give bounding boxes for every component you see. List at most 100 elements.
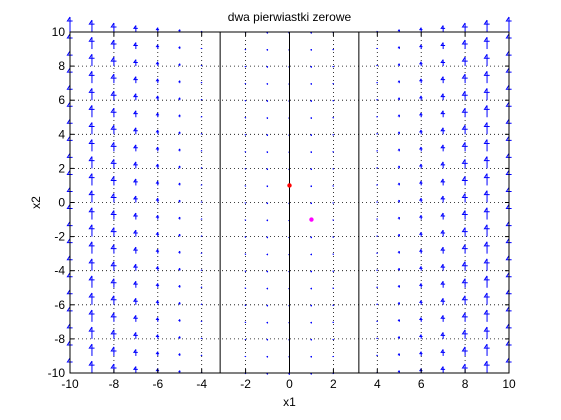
vector-arrow-head — [397, 148, 400, 151]
vector-arrow-head — [266, 117, 268, 120]
vector-arrow-head — [155, 214, 160, 218]
vector-arrow-head — [266, 66, 268, 68]
vector-arrow-head — [155, 146, 160, 150]
vector-arrow-head — [505, 289, 512, 295]
vector-arrow-head — [88, 53, 95, 59]
vector-arrow-head — [66, 67, 73, 73]
vector-arrow-head — [155, 44, 160, 48]
vector-arrow-head — [461, 125, 468, 130]
vector-arrow-head — [310, 339, 312, 341]
y-tick-label: -8 — [54, 332, 65, 346]
vector-arrow-head — [397, 353, 400, 356]
vector-arrow-head — [88, 326, 95, 332]
vector-arrow-head — [440, 212, 446, 217]
vector-arrow-head — [66, 272, 73, 278]
vector-arrow-head — [132, 25, 138, 29]
vector-arrow-head — [132, 93, 138, 98]
vector-arrow-head — [88, 360, 95, 366]
vector-arrow-head — [88, 88, 95, 93]
vector-arrow-head — [505, 101, 512, 107]
vector-arrow-head — [88, 224, 95, 230]
vector-arrow-head — [461, 363, 468, 369]
vector-arrow-head — [310, 185, 312, 188]
y-tick-label: -6 — [54, 298, 65, 312]
vector-arrow-head — [397, 63, 400, 66]
vector-arrow-head — [505, 67, 512, 73]
vector-arrow-head — [397, 199, 400, 202]
vector-arrow-head — [178, 267, 181, 270]
vector-arrow-head — [418, 78, 423, 82]
vector-arrow-head — [110, 261, 117, 267]
vector-arrow-head — [310, 100, 312, 102]
y-tick-label: 6 — [58, 93, 65, 107]
vector-arrow-head — [88, 190, 95, 196]
vector-arrow-head — [310, 373, 312, 375]
vector-arrow-head — [440, 280, 446, 285]
vector-arrow-head — [132, 246, 138, 251]
vector-arrow-head — [155, 266, 160, 269]
vector-arrow-head — [440, 349, 446, 353]
x-tick-label: -2 — [240, 377, 251, 391]
vector-arrow-head — [310, 202, 312, 205]
vector-arrow-head — [66, 101, 73, 107]
vector-arrow-head — [66, 306, 73, 312]
vector-arrow-head — [66, 289, 73, 295]
vector-arrow-head — [440, 195, 446, 200]
vector-arrow-head — [178, 284, 181, 287]
vector-arrow-head — [483, 309, 490, 315]
vector-arrow-head — [505, 204, 512, 210]
vector-arrow-head — [310, 151, 312, 154]
vector-arrow-head — [440, 246, 446, 251]
vector-arrow-head — [418, 95, 423, 99]
vector-arrow-head — [440, 161, 446, 166]
vector-arrow-head — [483, 53, 490, 59]
vector-arrow-head — [88, 19, 95, 25]
vector-arrow-head — [310, 236, 312, 239]
vector-arrow-head — [397, 46, 400, 49]
vector-arrow-head — [155, 317, 160, 320]
vector-arrow-head — [155, 249, 160, 252]
vector-arrow-head — [310, 134, 312, 137]
vector-arrow-head — [418, 249, 423, 252]
vector-arrow-head — [66, 50, 73, 56]
vector-arrow-head — [66, 357, 73, 363]
vector-arrow-head — [310, 356, 312, 358]
vector-arrow-head — [88, 156, 95, 162]
vector-arrow-head — [110, 363, 117, 369]
vector-arrow-head — [418, 266, 423, 269]
vector-arrow-head — [132, 161, 138, 166]
vector-arrow-head — [505, 323, 512, 329]
vector-arrow-head — [397, 182, 400, 185]
vector-arrow-head — [310, 83, 312, 85]
vector-arrow-head — [66, 119, 73, 124]
vector-arrow-head — [440, 315, 446, 319]
vector-arrow-head — [461, 193, 468, 198]
vector-arrow-head — [88, 71, 95, 76]
vector-arrow-head — [110, 56, 117, 62]
vector-arrow-head — [155, 78, 160, 82]
vector-arrow-head — [310, 322, 312, 324]
equilibrium-point — [287, 183, 292, 188]
vector-arrow-head — [461, 346, 468, 352]
vector-arrow-head — [505, 187, 512, 192]
y-tick-label: -2 — [54, 230, 65, 244]
vector-arrow-head — [178, 114, 181, 117]
vector-arrow-head — [505, 170, 512, 175]
vector-arrow-head — [66, 221, 73, 227]
vector-arrow-head — [440, 42, 446, 46]
x-tick-label: -4 — [196, 377, 207, 391]
vector-arrow-head — [266, 322, 268, 324]
vector-arrow-head — [88, 292, 95, 298]
y-tick-label: 10 — [52, 25, 66, 39]
x-tick-label: 8 — [462, 377, 469, 391]
vector-arrow-head — [66, 33, 73, 39]
vector-arrow-head — [440, 127, 446, 132]
vector-arrow-head — [461, 159, 468, 164]
vector-arrow-head — [440, 59, 446, 64]
vector-arrow-head — [266, 305, 268, 307]
vector-arrow-head — [88, 105, 95, 110]
vector-arrow-head — [110, 22, 117, 28]
vector-arrow-head — [155, 351, 160, 355]
vector-arrow-head — [178, 165, 181, 168]
vector-arrow-head — [418, 180, 423, 184]
